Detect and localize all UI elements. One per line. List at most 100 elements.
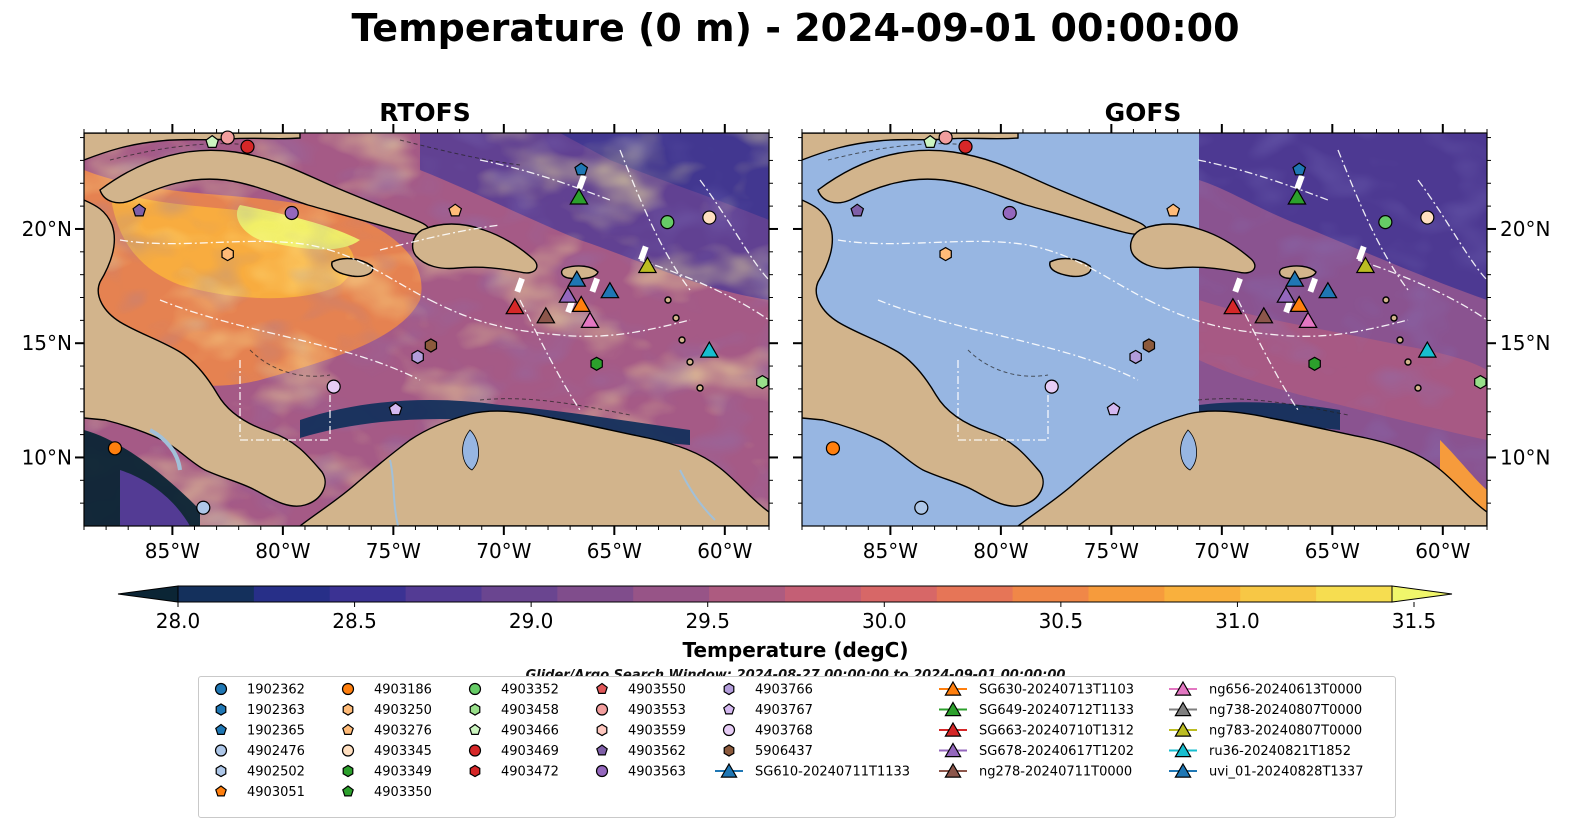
legend-marker bbox=[341, 744, 355, 757]
colorbar-tick-label: 29.5 bbox=[685, 609, 730, 633]
marker-SG663-20240710T1312 bbox=[505, 297, 525, 315]
legend-marker bbox=[1174, 680, 1192, 696]
marker-4903276 bbox=[448, 203, 463, 217]
glider-track-segment bbox=[1307, 277, 1318, 293]
y-tick-label: 15°N bbox=[22, 331, 72, 355]
legend-label: 4902476 bbox=[247, 744, 305, 759]
marker-ng783-20240807T0000 bbox=[637, 256, 658, 274]
marker-4903250 bbox=[221, 246, 234, 262]
colorbar-segment bbox=[709, 586, 786, 602]
glider-track-segment bbox=[1232, 277, 1243, 293]
x-tick-label: 65°W bbox=[587, 539, 642, 563]
legend-label: 4903767 bbox=[755, 703, 813, 718]
y-tick-label: 15°N bbox=[1500, 331, 1550, 355]
marker-uvi_01-20240828T1337 bbox=[1285, 269, 1305, 287]
colorbar-segment bbox=[1012, 586, 1089, 602]
legend-marker bbox=[723, 703, 735, 715]
legend-label: ng783-20240807T0000 bbox=[1209, 724, 1362, 739]
marker-ng656-20240613T0000 bbox=[580, 311, 600, 328]
marker-4903345 bbox=[1420, 210, 1435, 225]
legend-label: ng278-20240711T0000 bbox=[979, 765, 1132, 780]
marker-ng783-20240807T0000 bbox=[1355, 256, 1376, 274]
legend-marker bbox=[596, 723, 608, 737]
legend-label: 4903563 bbox=[628, 765, 686, 780]
legend-marker bbox=[215, 764, 227, 778]
marker-SG649-20240712T1133 bbox=[569, 187, 589, 205]
marker-1902365 bbox=[1292, 162, 1307, 176]
x-tick-label: 65°W bbox=[1305, 539, 1360, 563]
legend-marker bbox=[944, 701, 962, 717]
marker-SG610-20240711T1133 bbox=[600, 281, 620, 299]
colorbar-tick-label: 30.5 bbox=[1039, 609, 1084, 633]
legend-marker bbox=[215, 723, 227, 735]
marker-4903466 bbox=[205, 134, 220, 148]
marker-ru36-20240821T1852 bbox=[699, 340, 720, 358]
legend-label: 5906437 bbox=[755, 744, 813, 759]
legend-label: 4903562 bbox=[628, 744, 686, 759]
marker-SG630-20240713T1103 bbox=[571, 295, 591, 312]
legend-label: 1902365 bbox=[247, 724, 305, 739]
legend-marker bbox=[1174, 701, 1192, 717]
legend-marker bbox=[469, 703, 481, 716]
colorbar-segment bbox=[1088, 586, 1165, 602]
marker-4903766 bbox=[411, 349, 424, 365]
rtofs-map bbox=[83, 132, 770, 527]
legend-label: 4903349 bbox=[374, 765, 432, 780]
marker-ru36-20240821T1852 bbox=[1417, 340, 1438, 358]
colorbar-segment bbox=[633, 586, 710, 602]
legend-marker bbox=[944, 742, 962, 758]
marker-4903553 bbox=[220, 130, 235, 145]
legend-label: 4903559 bbox=[628, 724, 686, 739]
marker-4902476 bbox=[196, 500, 211, 515]
marker-4903458 bbox=[756, 374, 769, 390]
x-tick-label: 60°W bbox=[697, 539, 752, 563]
legend-marker bbox=[214, 682, 228, 696]
marker-SG678-20240617T1202 bbox=[558, 285, 578, 303]
x-tick-label: 75°W bbox=[1084, 539, 1139, 563]
legend-marker bbox=[215, 785, 227, 797]
map-axes: 85°W 80°W 75°W 70°W 65°W 60°W 85°W 80°W 75°W 70°W… bbox=[22, 124, 1550, 563]
marker-4903352 bbox=[660, 215, 675, 230]
legend-marker bbox=[944, 721, 962, 737]
colorbar-segment bbox=[481, 586, 558, 602]
y-tick-label: 10°N bbox=[1500, 445, 1550, 469]
legend-label: SG610-20240711T1133 bbox=[755, 765, 910, 780]
x-tick-label: 60°W bbox=[1415, 539, 1470, 563]
marker-5906437 bbox=[424, 338, 438, 353]
marker-4903276 bbox=[1166, 203, 1181, 217]
marker-4903553 bbox=[938, 130, 953, 145]
legend-marker bbox=[720, 762, 738, 778]
legend-marker bbox=[722, 723, 736, 737]
legend-marker bbox=[468, 744, 482, 757]
marker-4903345 bbox=[702, 210, 717, 225]
glider-track-segment bbox=[589, 277, 600, 293]
colorbar-segment bbox=[405, 586, 482, 602]
marker-4903466 bbox=[923, 134, 938, 148]
marker-4903767 bbox=[388, 402, 403, 416]
panel-title-rtofs: RTOFS bbox=[379, 98, 471, 127]
legend-label: 4902502 bbox=[247, 765, 305, 780]
legend-marker bbox=[1174, 721, 1192, 737]
legend-marker bbox=[342, 785, 354, 797]
colorbar-tick-label: 28.0 bbox=[156, 609, 201, 633]
colorbar-segment bbox=[936, 586, 1014, 602]
float-and-glider-markers bbox=[107, 130, 1487, 515]
legend-label: 1902363 bbox=[247, 703, 305, 718]
legend-marker bbox=[342, 764, 354, 778]
marker-4903349 bbox=[1308, 356, 1321, 371]
marker-SG649-20240712T1133 bbox=[1287, 187, 1307, 205]
legend-label: 4903766 bbox=[755, 683, 813, 698]
marker-SG630-20240713T1103 bbox=[1289, 295, 1309, 312]
colorbar-segment bbox=[1240, 586, 1317, 602]
legend-marker bbox=[1174, 762, 1192, 778]
legend-marker bbox=[469, 764, 481, 778]
marker-4903186 bbox=[825, 441, 841, 456]
legend-label: SG663-20240710T1312 bbox=[979, 724, 1134, 739]
marker-5906437 bbox=[1142, 338, 1156, 353]
marker-4903250 bbox=[939, 246, 952, 262]
x-tick-label: 80°W bbox=[255, 539, 310, 563]
legend-marker bbox=[595, 764, 609, 778]
colorbar-segment bbox=[1316, 586, 1393, 602]
x-tick-label: 85°W bbox=[863, 539, 918, 563]
